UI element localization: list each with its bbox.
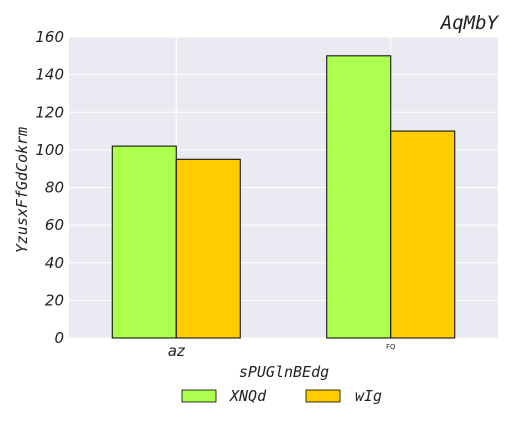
- bar: [175, 158, 241, 339]
- legend-label-xnqd: XNQd: [229, 387, 267, 405]
- y-tick-label: 160: [35, 28, 64, 46]
- y-tick-label: 100: [35, 141, 64, 159]
- bar: [111, 145, 177, 339]
- y-tick-labels: 0 20 40 60 80 100 120 140 160: [35, 28, 64, 347]
- bar: [390, 130, 456, 339]
- bars: [111, 55, 456, 339]
- legend-label-wig: wIg: [355, 387, 382, 405]
- y-tick-label: 60: [45, 216, 64, 234]
- y-tick-label: 20: [45, 291, 64, 309]
- legend: XNQd wIg: [181, 387, 382, 405]
- x-tick-labels: az FQ: [168, 342, 396, 360]
- x-tick-label: az: [168, 342, 186, 360]
- y-axis-label: YzusxFfGdCokrm: [13, 127, 31, 253]
- y-tick-label: 0: [54, 329, 64, 347]
- legend-swatch-wig: [305, 389, 341, 403]
- x-tick-label: FQ: [386, 343, 396, 351]
- y-tick-label: 120: [35, 103, 64, 121]
- legend-swatch-xnqd: [181, 389, 217, 403]
- x-axis-label: sPUGlnBEdg: [239, 363, 329, 381]
- chart-title: AqMbY: [440, 12, 500, 34]
- y-tick-label: 40: [45, 254, 64, 272]
- bar: [326, 55, 392, 339]
- y-tick-label: 80: [45, 179, 64, 197]
- y-tick-label: 140: [35, 66, 64, 84]
